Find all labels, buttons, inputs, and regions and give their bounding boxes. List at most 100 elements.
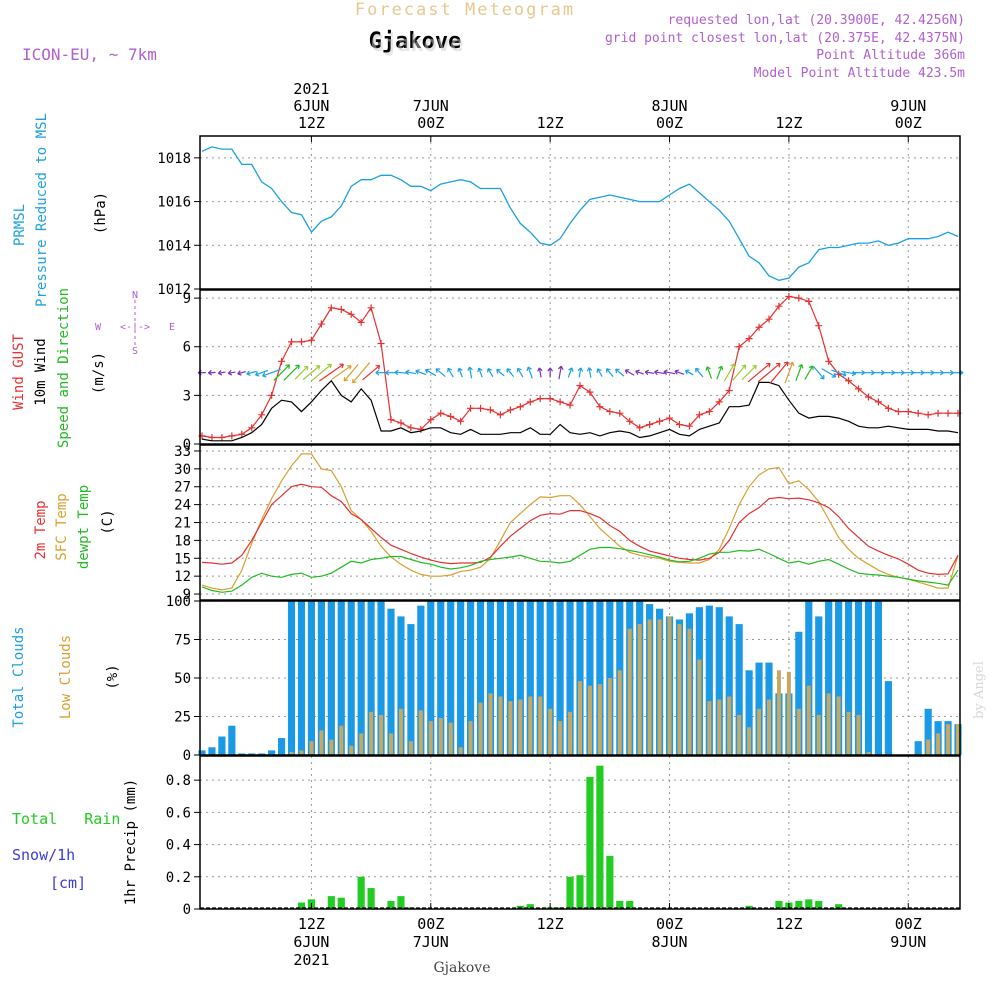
wind-ytick-label: 9: [183, 291, 191, 307]
wind-arrow: [747, 362, 771, 383]
temperature-ytick-label: 9: [183, 587, 191, 603]
wind-arrow-head: [596, 368, 602, 373]
total-cloud-bar: [586, 601, 594, 755]
model-label: ICON-EU, ~ 7km: [22, 45, 157, 64]
clouds-low-label: Low Clouds: [58, 635, 74, 719]
total-cloud-bar: [397, 616, 405, 755]
wind-gust-point: [327, 304, 335, 312]
low-cloud-bar: [747, 727, 752, 755]
low-cloud-bar: [289, 751, 294, 755]
total-cloud-bar: [745, 670, 753, 755]
wind-arrow-head: [605, 368, 611, 373]
wind-arrow: [588, 367, 592, 378]
wind-arrow-head: [624, 369, 630, 375]
wind-gust-point: [944, 409, 952, 417]
total-cloud-bar: [556, 601, 564, 755]
precip-snow-label: Snow/1h: [12, 846, 75, 864]
wind-arrow-head: [425, 368, 430, 374]
clouds-frame: [199, 600, 961, 756]
wind-arrow-head: [766, 362, 771, 368]
wind-gust-point: [556, 398, 564, 406]
y-tick-labels: 1012101410161018036991215182124273033025…: [157, 151, 191, 918]
wind-arrow: [487, 368, 494, 378]
wind-arrow-head: [717, 365, 724, 371]
total-cloud-bar: [466, 601, 475, 755]
temp-2m-line: [201, 483, 959, 576]
top-time-label: 12Z: [537, 114, 564, 132]
total-cloud-bar: [596, 601, 604, 755]
wind-gust-point: [268, 391, 276, 399]
bottom-time-label: 12Z: [298, 915, 325, 933]
wind-arrow-head: [615, 368, 620, 374]
wind-arrow: [606, 368, 614, 377]
precip-bar: [576, 875, 584, 909]
precip-bar: [795, 900, 803, 909]
bottom-time-label: 9JUN: [890, 933, 926, 951]
wind-ytick-label: 3: [183, 388, 191, 404]
product-title: Forecast Meteogram: [355, 0, 575, 20]
clouds-ytick-label: 50: [174, 671, 191, 687]
wind-arrow-head: [537, 367, 543, 372]
low-cloud-bar: [697, 659, 702, 755]
precip-bar: [337, 897, 345, 909]
wind-arrow: [831, 369, 847, 376]
compass-mid: <-|->: [120, 322, 150, 333]
wind-gust-point: [845, 377, 853, 385]
wind-arrow: [558, 366, 562, 380]
precip-unit: 1hr Precip (mm): [123, 779, 139, 905]
footer-location: Gjakove: [434, 960, 491, 976]
low-cloud-bar: [458, 747, 463, 755]
total-cloud-bar: [407, 624, 415, 755]
point-altitude: Point Altitude 366m: [816, 48, 965, 63]
temperature-ytick-label: 21: [174, 516, 191, 532]
compass-rose: N S W E <-|->: [95, 290, 175, 357]
pressure-ytick-label: 1018: [157, 151, 191, 167]
low-cloud-bar: [607, 678, 612, 755]
wind-arrow-head: [635, 369, 640, 375]
wind-gust-label: Wind GUST: [11, 334, 27, 410]
total-cloud-bar: [228, 725, 236, 755]
total-cloud-bar: [725, 616, 733, 755]
precip-bar: [397, 896, 405, 909]
precip-bar: [526, 904, 534, 909]
precip-bar: [297, 902, 306, 909]
wind-gust-point: [457, 417, 465, 425]
low-cloud-bar: [926, 739, 931, 755]
bottom-time-label: 2021: [293, 951, 329, 969]
wind-arrow-head: [526, 366, 532, 372]
top-time-label: 9JUN: [890, 97, 926, 115]
top-time-label: 2021: [293, 80, 329, 98]
low-cloud-bar: [359, 733, 364, 755]
total-cloud-bar: [357, 601, 365, 755]
precip-ytick-label: 0.4: [166, 838, 191, 854]
total-cloud-bar: [417, 605, 425, 755]
temperature-ytick-label: 12: [174, 569, 191, 585]
precip-bar: [805, 899, 813, 909]
wind-arrow: [415, 370, 427, 376]
low-cloud-bar: [597, 684, 602, 755]
precip-bar: [367, 888, 375, 909]
wind-ytick-label: 0: [183, 437, 191, 453]
total-cloud-bar: [437, 601, 445, 755]
low-cloud-bar: [707, 701, 712, 755]
total-cloud-bar: [277, 738, 286, 755]
wind-arrow-head: [385, 369, 390, 376]
total-cloud-bar: [307, 601, 316, 755]
precip-frame: [199, 755, 961, 910]
wind-gust-point: [735, 343, 743, 351]
low-cloud-bar: [488, 693, 493, 755]
top-time-label: 6JUN: [293, 97, 329, 115]
low-cloud-bar: [408, 741, 413, 755]
temperature-ytick-label: 24: [174, 498, 191, 514]
wind-arrow: [447, 367, 454, 378]
wind-arrow: [435, 368, 446, 377]
wind-gust-point: [516, 403, 524, 411]
wind-arrow-head: [496, 368, 501, 374]
low-cloud-bar: [826, 693, 831, 755]
wind-gust-line: [201, 295, 958, 439]
precip-ytick-label: 0: [183, 902, 191, 918]
wind-gust-point: [337, 305, 345, 313]
wind-arrow-head: [568, 367, 574, 372]
